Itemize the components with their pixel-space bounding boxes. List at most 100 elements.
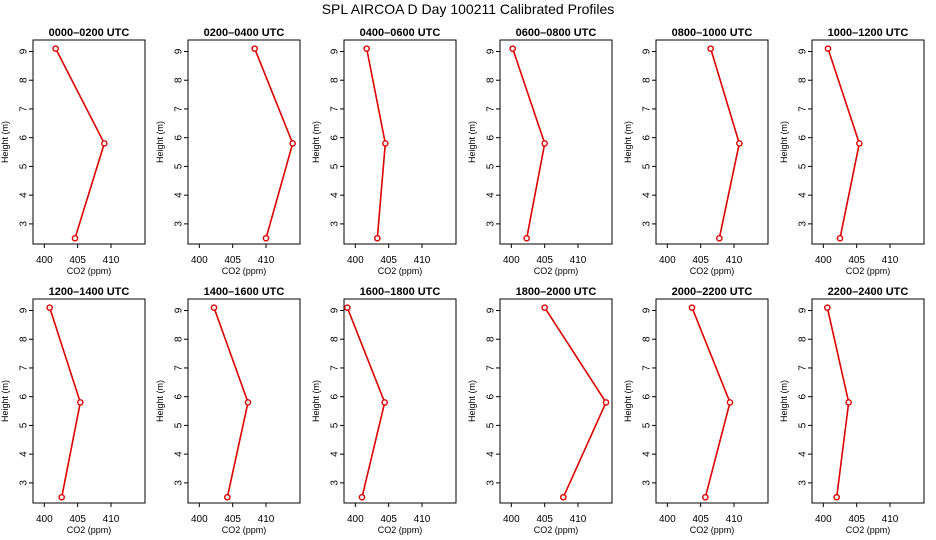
y-axis-label: Height (m)	[779, 121, 789, 163]
data-point	[289, 140, 296, 147]
x-tick-label: 405	[224, 255, 241, 266]
x-axis-label: CO2 (ppm)	[846, 525, 891, 535]
data-point	[374, 234, 381, 242]
y-axis-label: Height (m)	[0, 380, 10, 422]
x-tick-label: 410	[726, 255, 743, 266]
x-axis-label: CO2 (ppm)	[222, 525, 267, 535]
x-axis-label: CO2 (ppm)	[534, 266, 579, 276]
y-axis-label: Height (m)	[623, 121, 633, 163]
x-tick-label: 410	[258, 255, 275, 266]
y-tick-label: 9	[486, 48, 497, 54]
y-tick-label: 3	[174, 480, 185, 486]
panel-title: 2000–2200 UTC	[672, 286, 753, 298]
y-tick-label: 5	[330, 163, 341, 169]
data-point	[702, 493, 709, 501]
y-axis-label: Height (m)	[623, 380, 633, 422]
y-tick-label: 5	[19, 163, 30, 169]
x-tick-label: 405	[848, 255, 865, 266]
x-tick-label: 405	[692, 514, 709, 525]
plot-frame	[811, 39, 925, 245]
data-point	[845, 399, 852, 406]
plot-frame	[187, 298, 301, 504]
panel-title: 1800–2000 UTC	[516, 286, 597, 298]
y-tick-label: 9	[798, 307, 809, 313]
y-tick-label: 9	[330, 48, 341, 54]
plot-frame	[32, 39, 146, 245]
y-tick-label: 5	[798, 163, 809, 169]
panel-title: 0000–0200 UTC	[49, 27, 130, 39]
data-point	[602, 399, 610, 406]
data-point	[210, 304, 218, 311]
y-tick-label: 3	[486, 221, 497, 227]
x-axis-label: CO2 (ppm)	[690, 266, 735, 276]
y-tick-label: 8	[174, 77, 185, 83]
data-point	[58, 493, 65, 501]
data-point	[262, 234, 270, 242]
data-point	[509, 45, 516, 52]
x-axis-label: CO2 (ppm)	[67, 525, 112, 535]
x-tick-label: 405	[69, 514, 86, 525]
y-tick-label: 5	[174, 422, 185, 428]
x-tick-label: 400	[36, 514, 53, 525]
panel-title: 0400–0600 UTC	[360, 27, 441, 39]
x-tick-label: 400	[36, 255, 53, 266]
x-tick-label: 400	[503, 514, 520, 525]
y-axis-label: Height (m)	[467, 380, 477, 422]
data-point	[363, 45, 370, 52]
profile-line	[511, 48, 546, 239]
data-point	[71, 234, 79, 242]
y-tick-label: 5	[486, 163, 497, 169]
y-axis-label: Height (m)	[155, 380, 165, 422]
y-tick-label: 7	[19, 365, 30, 371]
plot-panel: 2000–2200 UTC 400 405 410 3 4 5 6 7 8 9 CO2 (ppm) He…	[623, 286, 769, 535]
plot-frame	[499, 298, 613, 504]
y-tick-label: 3	[19, 480, 30, 486]
plot-panel: 1200–1400 UTC 400 405 410 3 4 5 6 7 8 9 CO2 (ppm) He…	[0, 286, 146, 535]
y-axis-label: Height (m)	[779, 380, 789, 422]
x-axis-label: CO2 (ppm)	[378, 266, 423, 276]
y-tick-label: 8	[330, 336, 341, 342]
data-point	[344, 304, 351, 311]
y-tick-label: 6	[798, 134, 809, 140]
y-tick-label: 5	[19, 422, 30, 428]
data-point	[251, 45, 258, 52]
profile-line	[213, 307, 249, 498]
x-tick-label: 410	[570, 255, 587, 266]
plot-panel: 0600–0800 UTC 400 405 410 3 4 5 6 7 8 9 CO2 (ppm) He…	[467, 27, 613, 276]
y-tick-label: 3	[798, 480, 809, 486]
panel-title: 0600–0800 UTC	[516, 27, 597, 39]
plot-frame	[343, 298, 457, 504]
y-tick-label: 9	[174, 48, 185, 54]
plot-panel: 0400–0600 UTC 400 405 410 3 4 5 6 7 8 9 CO2 (ppm) He…	[311, 27, 457, 276]
data-point	[77, 399, 84, 406]
y-tick-label: 4	[174, 192, 185, 198]
y-tick-label: 6	[174, 134, 185, 140]
y-tick-label: 8	[642, 77, 653, 83]
y-tick-label: 8	[486, 77, 497, 83]
data-point	[833, 493, 840, 501]
plot-frame	[499, 39, 613, 245]
data-point	[46, 304, 53, 311]
data-point	[736, 140, 743, 147]
x-tick-label: 400	[659, 255, 676, 266]
profile-line	[691, 307, 731, 498]
x-tick-label: 405	[692, 255, 709, 266]
y-tick-label: 8	[642, 336, 653, 342]
data-point	[523, 234, 530, 242]
y-tick-label: 5	[174, 163, 185, 169]
x-tick-label: 410	[882, 255, 899, 266]
y-tick-label: 4	[798, 451, 809, 457]
y-tick-label: 9	[798, 48, 809, 54]
x-tick-label: 405	[380, 255, 397, 266]
y-tick-label: 3	[19, 221, 30, 227]
data-point	[244, 399, 252, 406]
x-tick-label: 405	[380, 514, 397, 525]
x-tick-label: 400	[659, 514, 676, 525]
y-tick-label: 8	[19, 336, 30, 342]
y-tick-label: 6	[798, 393, 809, 399]
y-tick-label: 4	[642, 451, 653, 457]
panel-title: 1600–1800 UTC	[360, 286, 441, 298]
x-tick-label: 405	[69, 255, 86, 266]
data-point	[101, 140, 108, 147]
y-tick-label: 7	[486, 106, 497, 112]
